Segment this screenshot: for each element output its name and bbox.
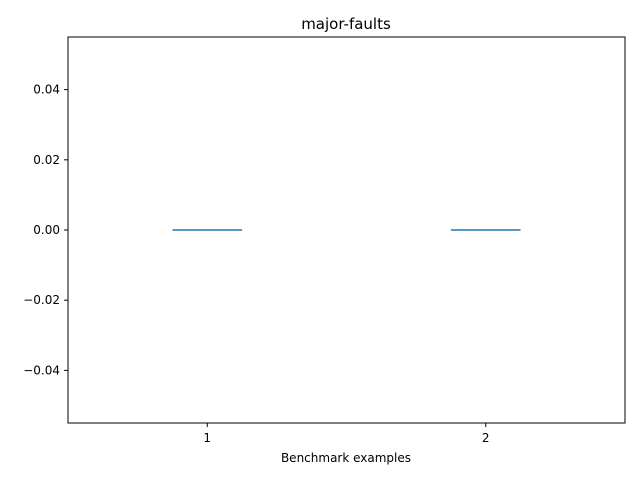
x-tick-label: 1 bbox=[203, 431, 211, 445]
x-tick-label: 2 bbox=[482, 431, 490, 445]
chart-title: major-faults bbox=[301, 15, 391, 33]
y-tick-label: 0.04 bbox=[33, 83, 60, 97]
y-tick-label: −0.02 bbox=[23, 293, 60, 307]
plot-area bbox=[67, 36, 626, 424]
y-axis: −0.04 −0.02 0.00 0.02 0.04 bbox=[23, 83, 68, 377]
y-tick-label: 0.00 bbox=[33, 223, 60, 237]
x-axis-label: Benchmark examples bbox=[281, 451, 411, 465]
y-tick-label: 0.02 bbox=[33, 153, 60, 167]
y-tick-label: −0.04 bbox=[23, 363, 60, 377]
